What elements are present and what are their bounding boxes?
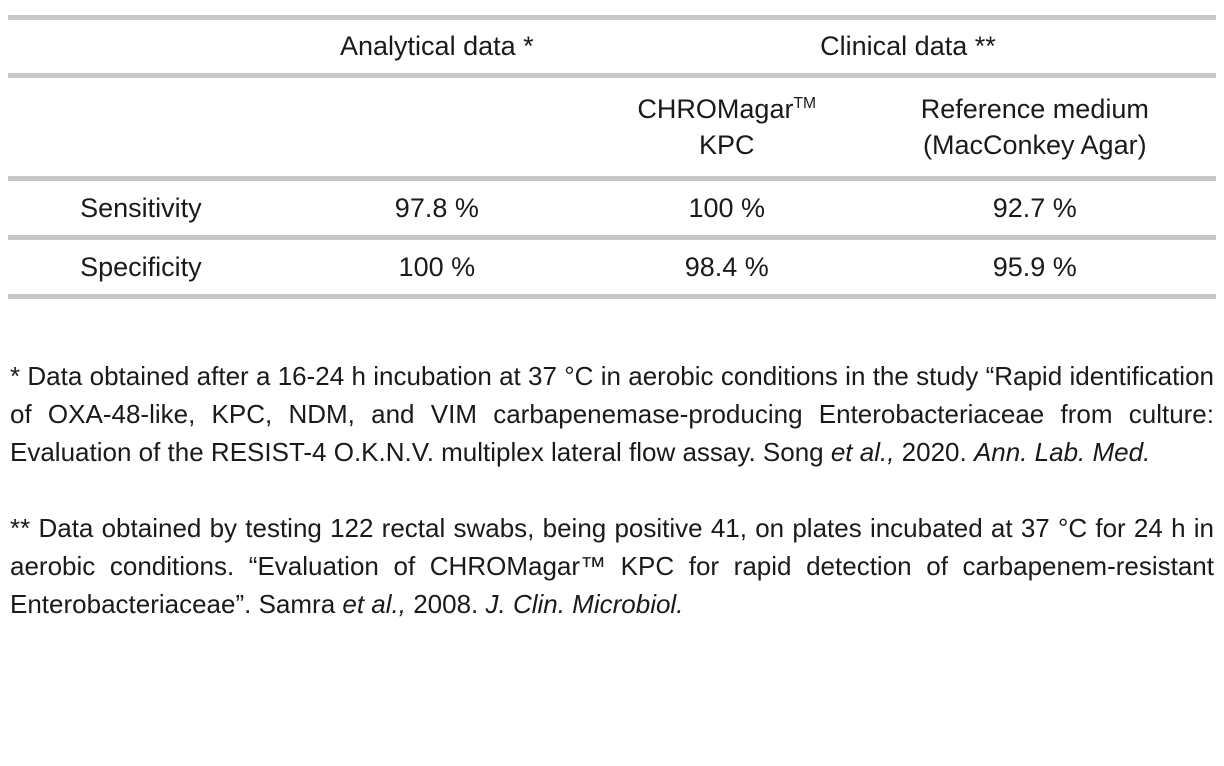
performance-table: Analytical data * Clinical data ** CHROM…	[8, 15, 1216, 299]
header-column-row: CHROMagarTM KPC Reference medium (MacConke…	[8, 76, 1216, 179]
empty-cell	[274, 76, 600, 179]
reference-medium-column-header: Reference medium (MacConkey Agar)	[920, 93, 1149, 160]
empty-corner-cell	[8, 18, 274, 76]
sensitivity-chromagar-value: 100 %	[688, 192, 766, 223]
specificity-row: Specificity 100 % 98.4 % 95.9 %	[8, 238, 1216, 297]
chromagar-kpc-column-header: CHROMagarTM KPC	[637, 93, 817, 160]
sensitivity-reference-value: 92.7 %	[992, 192, 1077, 223]
sensitivity-row: Sensitivity 97.8 % 100 % 92.7 %	[8, 179, 1216, 238]
sensitivity-analytical-value: 97.8 %	[394, 192, 479, 223]
footnote-clinical-data: ** Data obtained by testing 122 rectal s…	[10, 513, 1214, 619]
empty-cell	[8, 76, 274, 179]
specificity-row-label: Specificity	[80, 251, 202, 282]
sensitivity-row-label: Sensitivity	[80, 192, 202, 223]
specificity-analytical-value: 100 %	[398, 251, 476, 282]
footnote-analytical-data: * Data obtained after a 16-24 h incubati…	[10, 361, 1214, 467]
specificity-reference-value: 95.9 %	[992, 251, 1077, 282]
clinical-data-group-header: Clinical data **	[820, 31, 996, 62]
header-group-row: Analytical data * Clinical data **	[8, 17, 1216, 76]
specificity-chromagar-value: 98.4 %	[684, 251, 769, 282]
analytical-data-group-header: Analytical data *	[340, 31, 534, 62]
